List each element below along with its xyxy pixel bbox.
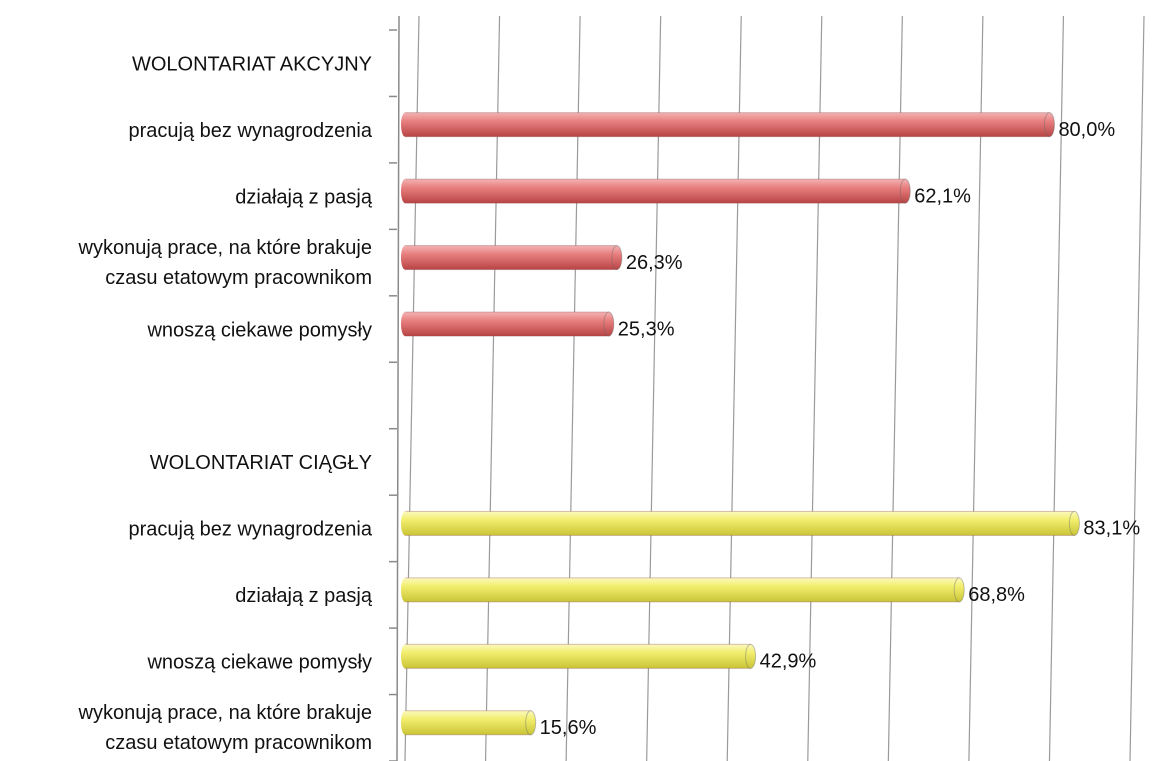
bar: [404, 710, 532, 736]
grid-line: [968, 15, 984, 761]
grid-line: [484, 15, 501, 761]
category-label: działają z pasją: [235, 585, 373, 607]
bar: [404, 510, 1075, 536]
category-label: czasu etatowym pracownikom: [105, 267, 372, 289]
value-label: 83,1%: [1083, 518, 1140, 540]
grid-line: [565, 15, 581, 761]
value-label: 62,1%: [914, 185, 971, 207]
bar-end-cap: [611, 245, 623, 271]
bar: [404, 178, 906, 204]
grid-line: [646, 15, 662, 761]
grid-line: [404, 15, 420, 761]
grid-line: [1129, 15, 1145, 761]
bar: [404, 577, 960, 603]
bar-end-cap: [603, 311, 615, 337]
category-label: WOLONTARIAT AKCYJNY: [132, 54, 372, 76]
bar-start-cap: [401, 112, 409, 137]
y-axis: [396, 15, 400, 761]
category-label: pracują bez wynagrodzenia: [129, 120, 373, 142]
bar-start-cap: [401, 312, 409, 337]
bar-start-cap: [401, 644, 409, 669]
bar: [404, 311, 610, 337]
bar: [404, 112, 1050, 138]
bar-start-cap: [401, 179, 409, 204]
bar-end-cap: [1043, 112, 1055, 138]
value-label: 26,3%: [626, 252, 683, 274]
bar: [404, 245, 618, 271]
value-label: 15,6%: [540, 717, 597, 739]
bar-end-cap: [745, 643, 757, 669]
bar-end-cap: [525, 710, 537, 736]
category-label: wnoszą ciekawe pomysły: [146, 652, 372, 674]
category-label: wykonują prace, na które brakuje: [78, 702, 373, 724]
bar-end-cap: [899, 178, 911, 204]
value-label: 80,0%: [1058, 119, 1115, 141]
grid-line: [1048, 15, 1065, 761]
value-label: 25,3%: [618, 318, 675, 340]
value-label: 68,8%: [968, 584, 1025, 606]
bar-start-cap: [401, 245, 409, 270]
bar: [404, 643, 752, 669]
category-label: działają z pasją: [235, 186, 373, 208]
value-label: 42,9%: [760, 651, 817, 673]
category-label: WOLONTARIAT CIĄGŁY: [150, 452, 372, 474]
bar-start-cap: [401, 577, 409, 602]
category-label: pracują bez wynagrodzenia: [129, 519, 373, 541]
bar-end-cap: [953, 577, 965, 603]
bar-start-cap: [401, 710, 409, 735]
category-label: czasu etatowym pracownikom: [105, 732, 372, 754]
category-label: wykonują prace, na które brakuje: [78, 237, 373, 259]
bar-start-cap: [401, 511, 409, 536]
grid-line: [807, 15, 823, 761]
grid-line: [887, 15, 903, 761]
category-label: wnoszą ciekawe pomysły: [146, 319, 372, 341]
grid-line: [726, 15, 742, 761]
bar-end-cap: [1068, 510, 1080, 536]
